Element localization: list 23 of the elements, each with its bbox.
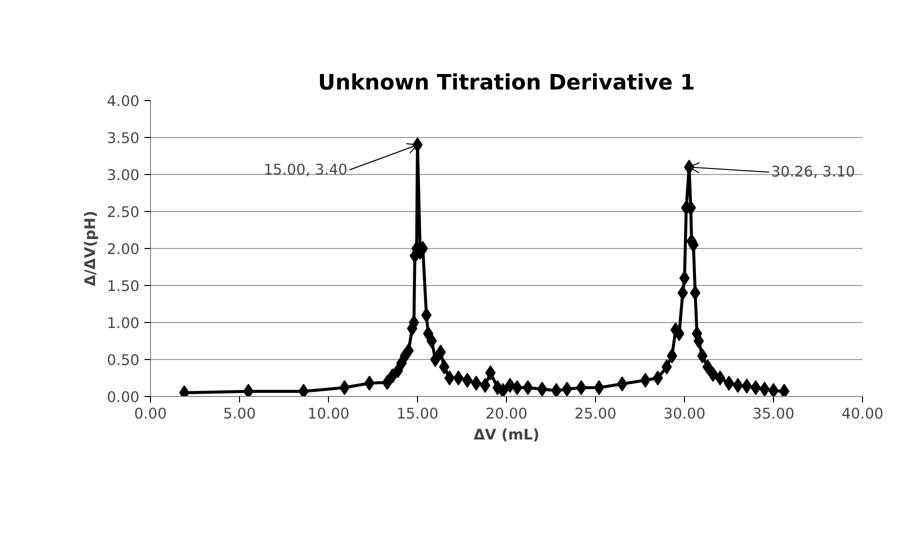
x-tick-label: 15.00 xyxy=(396,406,438,422)
chart-title: Unknown Titration Derivative 1 xyxy=(318,70,696,96)
x-tick-label: 40.00 xyxy=(842,406,884,422)
y-tick-label: 3.50 xyxy=(106,130,140,147)
y-tick-label: 0.50 xyxy=(106,352,140,369)
y-tick-label: 1.50 xyxy=(106,278,140,295)
x-tick-label: 10.00 xyxy=(308,406,350,422)
y-tick-label: 0.00 xyxy=(106,389,140,406)
x-tick-label: 30.00 xyxy=(664,406,706,422)
y-tick-label: 1.00 xyxy=(106,315,140,332)
y-axis-title: Δ/ΔV(pH) xyxy=(82,210,99,286)
y-tick-label: 4.00 xyxy=(106,93,140,110)
x-tick-label: 0.00 xyxy=(134,406,167,422)
x-tick-label: 25.00 xyxy=(574,406,616,422)
annotation: 30.26, 3.10 xyxy=(771,164,856,181)
x-tick-label: 35.00 xyxy=(752,406,794,422)
y-tick-label: 2.50 xyxy=(106,204,140,221)
x-axis-title: ΔV (mL) xyxy=(474,426,540,444)
x-tick-label: 5.00 xyxy=(223,406,256,422)
y-tick-label: 3.00 xyxy=(106,167,140,184)
x-tick-label: 20.00 xyxy=(486,406,528,422)
annotation: 15.00, 3.40 xyxy=(264,161,348,178)
y-tick-label: 2.00 xyxy=(106,241,140,258)
